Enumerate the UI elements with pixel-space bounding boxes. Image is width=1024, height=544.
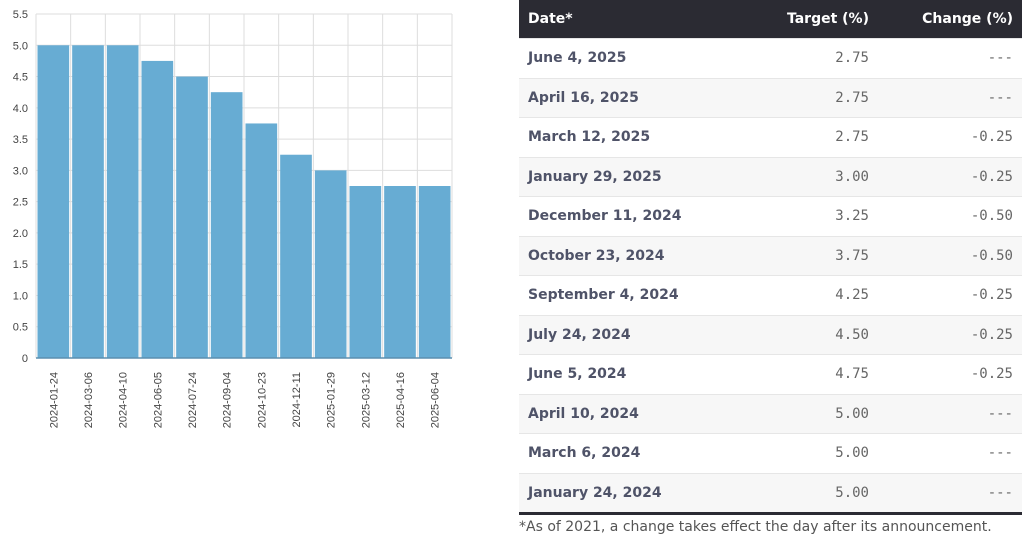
x-tick-label: 2024-06-05 — [152, 372, 164, 428]
x-tick-label: 2024-03-06 — [83, 372, 95, 428]
x-tick-label: 2024-09-04 — [222, 372, 234, 428]
y-tick-label: 4.5 — [13, 72, 28, 84]
target-cell: 5.00 — [745, 433, 878, 473]
change-cell: --- — [877, 77, 1022, 118]
table-row: September 4, 2024 4.25 -0.25 — [519, 275, 1022, 315]
change-cell: --- — [877, 38, 1022, 78]
date-cell: June 4, 2025 — [519, 38, 746, 78]
bar — [280, 154, 312, 358]
target-cell: 2.75 — [745, 77, 878, 118]
x-tick-label: 2024-10-23 — [256, 372, 268, 428]
table-row: June 4, 2025 2.75 --- — [519, 38, 1022, 78]
bar — [245, 123, 278, 358]
change-cell: -0.25 — [877, 314, 1022, 355]
date-cell: March 12, 2025 — [519, 117, 746, 157]
x-tick-label: 2025-03-12 — [360, 372, 372, 428]
target-cell: 4.25 — [745, 275, 878, 315]
y-tick-label: 3.5 — [13, 134, 28, 146]
x-tick-label: 2024-07-24 — [187, 372, 199, 428]
bar-chart: 0 0.5 1.0 1.5 2.0 2.5 3.0 3.5 4.0 4.5 5.0 5.5 2024-0… — [13, 9, 453, 428]
bar — [72, 45, 104, 358]
target-cell: 2.75 — [745, 38, 878, 78]
y-tick-label: 4.0 — [13, 103, 28, 115]
change-cell: -0.25 — [877, 354, 1022, 394]
target-cell: 5.00 — [745, 472, 878, 515]
date-cell: April 16, 2025 — [519, 77, 746, 118]
bar — [418, 186, 451, 358]
date-cell: January 24, 2024 — [519, 472, 746, 515]
date-cell: January 29, 2025 — [519, 156, 746, 197]
y-tick-label: 0.5 — [13, 322, 28, 334]
date-cell: July 24, 2024 — [519, 314, 746, 355]
target-cell: 2.75 — [745, 117, 878, 157]
bar — [176, 76, 208, 358]
table-row: July 24, 2024 4.50 -0.25 — [519, 314, 1022, 355]
date-cell: December 11, 2024 — [519, 196, 746, 236]
target-cell: 3.25 — [745, 196, 878, 236]
bar — [349, 186, 382, 358]
change-cell: -0.25 — [877, 156, 1022, 197]
x-tick-label: 2024-01-24 — [48, 372, 60, 428]
footnote: *As of 2021, a change takes effect the d… — [519, 519, 992, 535]
table-row: April 16, 2025 2.75 --- — [519, 77, 1022, 118]
table-row: January 24, 2024 5.00 --- — [519, 472, 1022, 515]
table-row: December 11, 2024 3.25 -0.50 — [519, 196, 1022, 236]
table-row: June 5, 2024 4.75 -0.25 — [519, 354, 1022, 394]
target-cell: 4.50 — [745, 314, 878, 355]
change-cell: -0.25 — [877, 275, 1022, 315]
table-row: October 23, 2024 3.75 -0.50 — [519, 235, 1022, 276]
table-row: January 29, 2025 3.00 -0.25 — [519, 156, 1022, 197]
date-cell: March 6, 2024 — [519, 433, 746, 473]
column-header: Change (%) — [877, 0, 1022, 39]
y-tick-label: 1.5 — [13, 259, 28, 271]
date-cell: June 5, 2024 — [519, 354, 746, 394]
change-cell: --- — [877, 472, 1022, 515]
x-tick-label: 2025-01-29 — [326, 372, 338, 428]
date-cell: September 4, 2024 — [519, 275, 746, 315]
bar — [106, 45, 139, 358]
table-header: Date* Target (%) Change (%) — [519, 0, 1022, 39]
date-cell: April 10, 2024 — [519, 393, 746, 434]
change-cell: -0.50 — [877, 235, 1022, 276]
y-tick-label: 0 — [22, 353, 28, 365]
column-header: Target (%) — [745, 0, 878, 39]
bar — [210, 92, 243, 358]
date-cell: October 23, 2024 — [519, 235, 746, 276]
table-row: April 10, 2024 5.00 --- — [519, 393, 1022, 434]
bar — [384, 186, 416, 358]
target-cell: 3.00 — [745, 156, 878, 197]
rate-table: Date* Target (%) Change (%) June 4, 2025 2.… — [519, 0, 1022, 515]
x-tick-label: 2024-04-10 — [118, 372, 130, 428]
bar — [314, 170, 347, 358]
y-tick-label: 2.5 — [13, 197, 28, 209]
y-tick-label: 5.0 — [13, 40, 28, 52]
target-cell: 5.00 — [745, 393, 878, 434]
y-tick-label: 2.0 — [13, 228, 28, 240]
target-cell: 4.75 — [745, 354, 878, 394]
change-cell: --- — [877, 393, 1022, 434]
target-cell: 3.75 — [745, 235, 878, 276]
y-tick-label: 5.5 — [13, 9, 28, 21]
x-tick-label: 2025-06-04 — [430, 372, 442, 428]
table-row: March 12, 2025 2.75 -0.25 — [519, 117, 1022, 157]
change-cell: --- — [877, 433, 1022, 473]
y-tick-label: 3.0 — [13, 165, 28, 177]
y-tick-label: 1.0 — [13, 290, 28, 302]
x-tick-label: 2025-04-16 — [395, 372, 407, 428]
bar — [141, 60, 174, 359]
change-cell: -0.50 — [877, 196, 1022, 236]
bar — [37, 45, 70, 358]
change-cell: -0.25 — [877, 117, 1022, 157]
x-tick-label: 2024-12-11 — [291, 372, 303, 427]
column-header: Date* — [519, 0, 746, 39]
table-row: March 6, 2024 5.00 --- — [519, 433, 1022, 473]
